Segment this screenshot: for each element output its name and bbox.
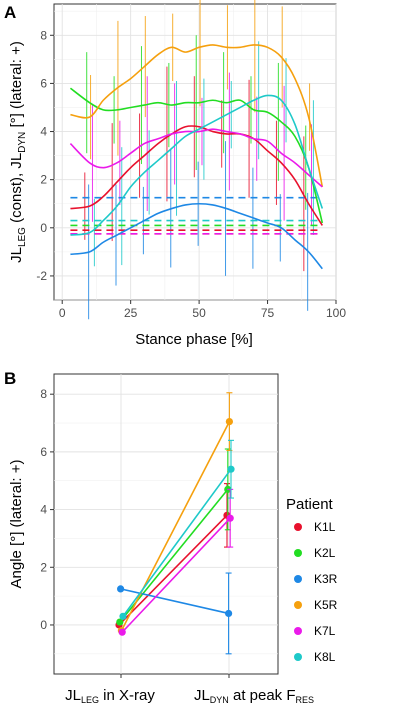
panel-b-ticks: 0 2 4 6 8 xyxy=(40,387,230,678)
panel-b-plot-frame xyxy=(53,373,279,675)
panel-b-xtick-0-part2: in X-ray xyxy=(99,687,155,704)
panel-a-data xyxy=(69,0,324,320)
panel-a-ylabel-sub1: LEG xyxy=(17,227,28,247)
panel-b-line-K7L xyxy=(121,517,231,633)
panel-a-ytick-label: -2 xyxy=(36,269,47,283)
legend: K1L K2L K3R K5R K7L K8L xyxy=(294,520,338,664)
panel-b-point-K8L xyxy=(119,612,127,620)
panel-a-ytick-label: 6 xyxy=(40,76,47,90)
panel-a-curve-K7L xyxy=(69,128,323,188)
panel-b-label: B xyxy=(4,369,16,388)
panel-b-ytick-label: 4 xyxy=(40,503,47,517)
legend-label-K1L: K1L xyxy=(314,520,336,534)
panel-a-label: A xyxy=(4,3,16,22)
panel-a-ylabel: JLLEG (const), JLDYN [°] (lateral: +) xyxy=(8,41,28,263)
panel-b-point-K5R xyxy=(225,417,233,426)
legend-label-K8L: K8L xyxy=(314,650,336,664)
legend-swatch-K5R xyxy=(294,601,302,609)
panel-a-curve-K3R xyxy=(70,202,323,270)
panel-a-curve-K8L xyxy=(70,94,324,236)
panel-b-ytick-label: 8 xyxy=(40,387,47,401)
panel-a-xlabel: Stance phase [%] xyxy=(135,331,253,348)
panel-a-xtick-label: 75 xyxy=(261,306,275,320)
panel-a-xtick-label: 50 xyxy=(192,306,206,320)
legend-label-K2L: K2L xyxy=(314,546,336,560)
legend-swatch-K1L xyxy=(294,523,302,531)
legend-swatch-K8L xyxy=(294,653,302,661)
legend-label-K7L: K7L xyxy=(314,624,336,638)
panel-b-xtick-1-part2: at peak F xyxy=(229,687,296,704)
panel-b-line-K5R xyxy=(120,421,231,632)
panel-b-xtick-1-part1: JL xyxy=(194,687,210,704)
legend-title: Patient xyxy=(286,496,334,513)
panel-b-xtick-1-sub1: DYN xyxy=(210,695,229,705)
panel-a-xtick-label: 25 xyxy=(124,306,138,320)
panel-b-line-K3R xyxy=(120,588,229,615)
panel-b-xtick-0-sub: LEG xyxy=(81,695,99,705)
panel-b-xtick-0: JLLEG in X-ray xyxy=(65,687,155,705)
panel-a-ylabel-part3: [°] (lateral: +) xyxy=(8,41,25,132)
panel-a-ylabel-part1: JL xyxy=(8,247,25,263)
panel-a-curve-K5R xyxy=(70,44,324,188)
panel-b-xtick-1: JLDYN at peak FRES xyxy=(194,687,314,705)
legend-swatch-K3R xyxy=(294,575,302,583)
panel-a-ytick-label: 8 xyxy=(40,28,47,42)
panel-b-line-K8L xyxy=(122,468,232,617)
panel-b-point-K3R xyxy=(117,585,125,593)
panel-a-ytick-label: 2 xyxy=(40,173,47,187)
panel-a-plot-frame xyxy=(53,3,337,301)
panel-a-curve-K2L xyxy=(69,87,324,224)
panel-b-line-K1L xyxy=(118,514,228,626)
panel-b-ytick-label: 0 xyxy=(40,618,47,632)
panel-a-ylabel-part2: (const), JL xyxy=(8,153,25,227)
panel-a-xtick-label: 0 xyxy=(59,306,66,320)
panel-b-point-K3R xyxy=(225,609,233,618)
panel-b-point-K7L xyxy=(118,628,126,636)
panel-b-data xyxy=(115,392,235,655)
legend-label-K3R: K3R xyxy=(314,572,338,586)
panel-b-ytick-label: 2 xyxy=(40,560,47,574)
panel-a-grid xyxy=(54,4,337,301)
panel-b-xtick-0-part1: JL xyxy=(65,687,81,704)
panel-a-ytick-label: 4 xyxy=(40,125,47,139)
panel-a-ticks: -2 0 2 4 6 8 0 25 50 75 100 xyxy=(36,28,346,320)
legend-label-K5R: K5R xyxy=(314,598,338,612)
panel-a-curve-K1L xyxy=(70,125,323,226)
panel-b-ytick-label: 6 xyxy=(40,445,47,459)
panel-a-xtick-label: 100 xyxy=(326,306,346,320)
legend-swatch-K7L xyxy=(294,627,302,635)
panel-b-ylabel: Angle [°] (lateral: +) xyxy=(8,460,25,589)
panel-b-point-K7L xyxy=(226,514,234,522)
panel-a-ytick-label: 0 xyxy=(40,221,47,235)
panel-b-point-K2L xyxy=(116,618,124,626)
panel-a-ylabel-sub2: DYN xyxy=(17,132,28,153)
panel-b-point-K8L xyxy=(227,465,235,473)
legend-swatch-K2L xyxy=(294,549,302,557)
panel-b-xtick-1-sub2: RES xyxy=(296,695,315,705)
